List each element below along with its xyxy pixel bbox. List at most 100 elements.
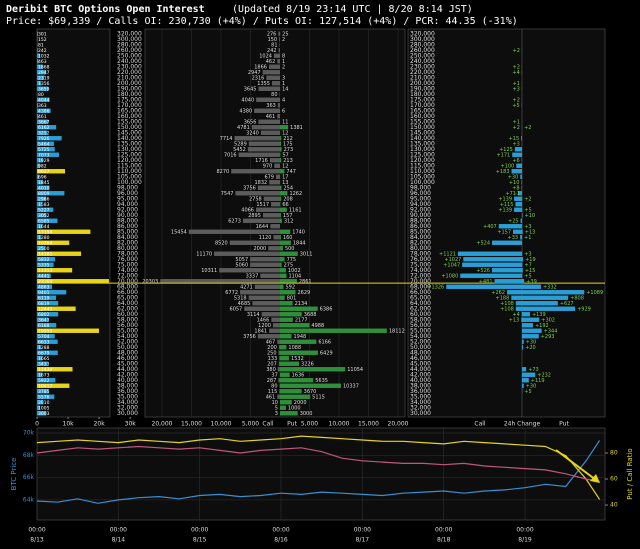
total-label: 3785 (38, 389, 50, 395)
oi-label: 7714 (220, 136, 233, 142)
oi-label: 1644 (256, 224, 269, 230)
x-tick-label: 10k (63, 421, 75, 428)
change-label: +108 (500, 301, 514, 307)
total-label: 3052 (38, 213, 50, 219)
total-label: 19953 (38, 328, 52, 334)
strike-label: 92,000 (410, 206, 431, 213)
oi-label: 679 (264, 174, 274, 180)
oi-bar (272, 323, 280, 328)
change-bar (521, 180, 522, 185)
total-label: 1280 (38, 235, 50, 241)
total-label: 2947 (38, 70, 50, 76)
strike-label: 60,000 (117, 311, 138, 318)
strike-label: 44,000 (410, 366, 431, 373)
total-bar (37, 70, 47, 75)
strike-label: 62,000 (117, 305, 138, 312)
strike-label: 34,000 (117, 399, 138, 406)
history-panel (36, 427, 606, 521)
x-tick-label: 10,000 (329, 421, 350, 428)
oi-bar (214, 251, 280, 256)
oi-label: 3000 (300, 411, 313, 417)
total-bar (37, 59, 39, 64)
total-label: 17194 (38, 229, 52, 235)
annotation-arrow (555, 449, 597, 481)
change-label: +302 (541, 317, 555, 323)
change-label: +157 (497, 229, 511, 235)
strike-label: 210,000 (410, 74, 435, 81)
strike-label: 165,000 (117, 107, 142, 114)
oi-bar (280, 235, 281, 240)
strike-label: 75,000 (410, 261, 431, 268)
total-bar (37, 356, 43, 361)
series-label: Call (262, 421, 274, 428)
change-bar (460, 273, 522, 278)
strike-label: 150,000 (117, 124, 142, 131)
oi-bar (280, 169, 285, 174)
total-label: 6679 (38, 350, 50, 356)
oi-label: 1532 (291, 356, 304, 362)
oi-label: 1355 (257, 81, 270, 87)
change-label: +4 (512, 312, 519, 318)
oi-label: 1740 (292, 229, 305, 235)
total-label: 6633 (38, 339, 50, 345)
oi-label: 1024 (259, 53, 272, 59)
oi-label: 200 (267, 345, 277, 351)
change-bar (520, 218, 522, 223)
total-label: 3643 (38, 317, 50, 323)
oi-label: 3688 (304, 312, 317, 318)
change-label: +1 (513, 81, 520, 87)
oi-label: 275 (284, 262, 294, 268)
total-label: 3659 (38, 86, 50, 92)
strike-label: 92,000 (117, 206, 138, 213)
oi-label: 37 (271, 372, 277, 378)
change-bar (521, 317, 522, 322)
total-label: 1929 (38, 158, 50, 164)
change-label: +39 (526, 279, 537, 285)
oi-label: 1002 (288, 268, 301, 274)
total-bar (37, 290, 67, 295)
change-bar (522, 339, 524, 344)
oi-bar (277, 339, 280, 344)
total-bar (37, 213, 47, 218)
oi-bar (260, 273, 280, 278)
strike-label: 170,000 (117, 102, 142, 109)
total-label: 11313 (38, 268, 52, 274)
strike-label: 115,000 (117, 162, 142, 169)
oi-label: 8520 (215, 240, 228, 246)
strike-label: 56,000 (117, 322, 138, 329)
oi-panel (144, 28, 406, 418)
oi-label: 20303 (142, 279, 158, 285)
oi-label: 8 (282, 53, 285, 59)
total-label: 1356 (38, 81, 50, 87)
change-label: +524 (476, 240, 490, 246)
strike-label: 155,000 (410, 118, 435, 125)
oi-label: 2177 (295, 317, 308, 323)
change-label: +627 (560, 301, 574, 307)
strike-label: 120,000 (410, 157, 435, 164)
oi-bar (273, 53, 280, 58)
change-bar (515, 202, 522, 207)
strike-label: 64,000 (410, 300, 431, 307)
oi-label: 6772 (225, 290, 238, 296)
total-bar (37, 108, 51, 113)
oi-label: 57 (282, 152, 288, 158)
oi-label: 6429 (320, 350, 333, 356)
oi-bar (279, 356, 280, 361)
oi-bar (280, 262, 282, 267)
oi-bar (280, 411, 298, 416)
total-label: 6188 (38, 323, 50, 329)
total-bar (37, 235, 41, 240)
strike-label: 30,000 (117, 410, 138, 417)
change-label: +481 (479, 279, 493, 285)
oi-label: 17 (282, 174, 288, 180)
change-label: +3 (512, 86, 519, 92)
oi-bar (229, 240, 280, 245)
oi-bar (278, 31, 280, 36)
change-label: +1 (524, 235, 531, 241)
strike-label: 220,000 (410, 69, 435, 76)
oi-label: 1161 (289, 207, 302, 213)
strike-label: 175,000 (410, 96, 435, 103)
strike-label: 300,000 (410, 36, 435, 43)
oi-label: 970 (263, 163, 273, 169)
